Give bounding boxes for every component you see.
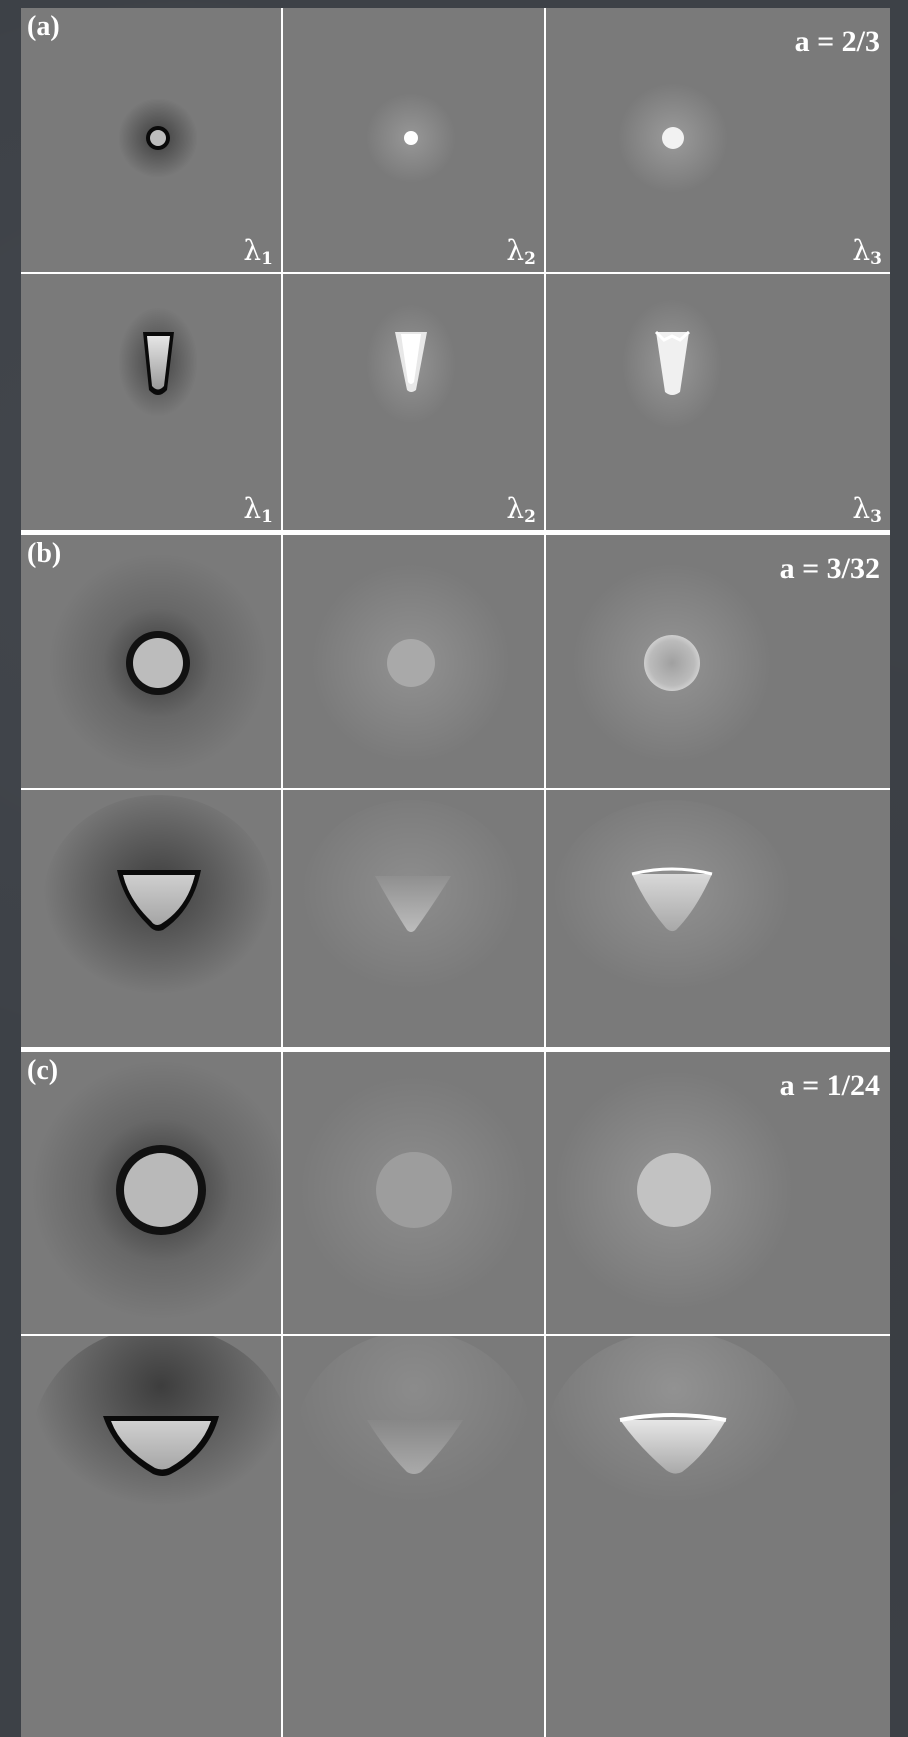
panel-b: (b) xyxy=(21,535,890,1047)
eigen-label-lambda2: λ2 xyxy=(506,234,536,270)
panel-b-bottom-lambda1-image xyxy=(21,790,281,1047)
panel-a: (a) λ1 λ2 xyxy=(21,8,890,530)
panel-a-param-label: a = 2/3 xyxy=(794,25,880,58)
panel-b-row-bottom xyxy=(21,790,890,1047)
eigen-label-lambda2: λ2 xyxy=(506,492,536,528)
eigen-label-lambda3: λ3 xyxy=(852,234,882,270)
panel-b-param-label: a = 3/32 xyxy=(779,552,880,585)
eigen-label-lambda1: λ1 xyxy=(243,492,273,528)
panel-b-top-lambda2-image xyxy=(283,535,544,788)
panel-a-bottom-lambda3-image: λ3 xyxy=(546,274,890,530)
panel-a-bottom-lambda1-image: λ1 xyxy=(21,274,281,530)
panel-c-bottom-lambda3-image xyxy=(546,1336,890,1737)
panel-c-label: (c) xyxy=(27,1055,59,1086)
panel-b-bottom-lambda3-image xyxy=(546,790,890,1047)
panel-a-row-bottom: λ1 λ2 xyxy=(21,274,890,530)
panel-c-bottom-lambda1-image xyxy=(21,1336,281,1737)
panel-a-top-lambda2-image: λ2 xyxy=(283,8,544,272)
eigen-label-lambda1: λ1 xyxy=(243,234,273,270)
eigen-label-lambda3: λ3 xyxy=(852,492,882,528)
panel-b-row-top: (b) xyxy=(21,535,890,788)
panel-c-top-lambda3-image: a = 1/24 xyxy=(546,1052,890,1334)
figure: (a) λ1 λ2 xyxy=(21,8,890,1737)
panel-c-top-lambda2-image xyxy=(283,1052,544,1334)
panel-c: (c) xyxy=(21,1052,890,1737)
panel-a-top-lambda3-image: a = 2/3 λ3 xyxy=(546,8,890,272)
panel-a-top-lambda1-image: (a) λ1 xyxy=(21,8,281,272)
panel-c-top-lambda1-image: (c) xyxy=(21,1052,281,1334)
panel-b-top-lambda1-image: (b) xyxy=(21,535,281,788)
panel-b-bottom-lambda2-image xyxy=(283,790,544,1047)
panel-a-bottom-lambda2-image: λ2 xyxy=(283,274,544,530)
panel-c-param-label: a = 1/24 xyxy=(779,1069,880,1102)
panel-c-row-top: (c) xyxy=(21,1052,890,1334)
panel-b-label: (b) xyxy=(27,538,62,569)
panel-c-bottom-lambda2-image xyxy=(283,1336,544,1737)
panel-a-row-top: (a) λ1 λ2 xyxy=(21,8,890,272)
panel-c-row-bottom xyxy=(21,1336,890,1737)
panel-b-top-lambda3-image: a = 3/32 xyxy=(546,535,890,788)
panel-a-label: (a) xyxy=(27,11,60,42)
